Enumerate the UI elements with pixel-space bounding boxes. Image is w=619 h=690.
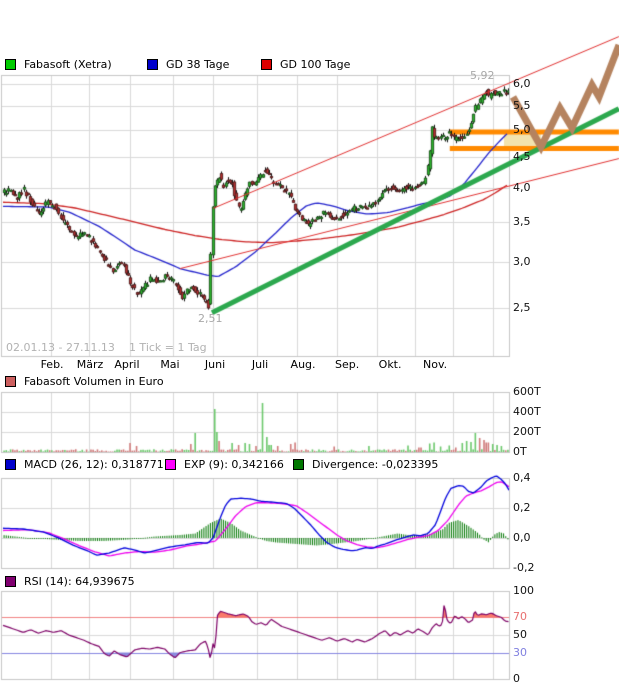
rsi-axis-tick-label: 70: [513, 610, 527, 624]
macd-axis-tick-label: 0,2: [513, 501, 531, 514]
price-axis-tick-label: 2,5: [513, 301, 531, 315]
legend-swatch-icon: [261, 59, 272, 70]
date-range-text: 02.01.13 - 27.11.13: [6, 341, 115, 354]
rsi-legend: RSI (14): 64,939675: [0, 575, 619, 589]
price-high-label: 5,92: [470, 69, 495, 82]
legend-label: GD 100 Tage: [280, 58, 351, 71]
volume-legend: Fabasoft Volumen in Euro: [0, 375, 619, 389]
legend-item: Fabasoft Volumen in Euro: [5, 375, 164, 388]
price-axis-tick-label: 3,5: [513, 215, 531, 229]
legend-swatch-icon: [5, 576, 16, 587]
legend-item: MACD (26, 12): 0,318771: [5, 458, 164, 471]
volume-axis-tick-label: 200T: [513, 425, 541, 438]
price-axis-tick-label: 3,0: [513, 254, 531, 268]
volume-axis-tick-label: 400T: [513, 405, 541, 418]
legend-swatch-icon: [147, 59, 158, 70]
price-low-label: 2,51: [198, 312, 223, 325]
rsi-axis-tick-label: 100: [513, 584, 534, 597]
macd-axis-tick-label: 0,4: [513, 471, 531, 484]
legend-item: EXP (9): 0,342166: [165, 458, 284, 471]
legend-label: EXP (9): 0,342166: [184, 458, 284, 471]
month-label: Feb.: [40, 358, 64, 371]
legend-label: RSI (14): 64,939675: [24, 575, 135, 588]
macd-axis-tick-label: 0,0: [513, 531, 531, 544]
legend-label: Fabasoft Volumen in Euro: [24, 375, 164, 388]
legend-item: GD 100 Tage: [261, 58, 350, 71]
volume-axis-tick-label: 600T: [513, 385, 541, 398]
macd-axis-tick-label: -0,2: [513, 561, 535, 574]
volume-axis-tick-label: 0T: [513, 445, 527, 458]
price-axis-tick-label: 4,5: [513, 150, 531, 164]
legend-swatch-icon: [165, 459, 176, 470]
legend-item: GD 38 Tage: [147, 58, 229, 71]
month-label: Juli: [251, 358, 269, 371]
month-label: Okt.: [378, 358, 402, 371]
legend-item: Fabasoft (Xetra): [5, 58, 112, 71]
date-range-label: 02.01.13 - 27.11.13 1 Tick = 1 Tag: [6, 342, 207, 354]
rsi-axis-tick-label: 50: [513, 628, 527, 641]
rsi-axis-tick-label: 30: [513, 645, 527, 659]
month-label: März: [76, 358, 104, 371]
price-axis-tick-label: 5,5: [513, 98, 531, 112]
macd-legend: MACD (26, 12): 0,318771 EXP (9): 0,342166…: [0, 458, 619, 472]
legend-swatch-icon: [5, 59, 16, 70]
legend-swatch-icon: [5, 459, 16, 470]
price-axis-tick-label: 5,0: [513, 123, 531, 137]
price-axis-tick-label: 6,0: [513, 76, 531, 90]
legend-label: MACD (26, 12): 0,318771: [24, 458, 164, 471]
legend-swatch-icon: [293, 459, 304, 470]
legend-swatch-icon: [5, 376, 16, 387]
month-label: Sep.: [334, 358, 360, 371]
legend-item: RSI (14): 64,939675: [5, 575, 135, 588]
month-label: Aug.: [290, 358, 316, 371]
legend-item: Divergence: -0,023395: [293, 458, 438, 471]
month-label: Juni: [204, 358, 226, 371]
month-label: April: [114, 358, 140, 371]
legend-label: Fabasoft (Xetra): [24, 58, 112, 71]
tick-size-text: 1 Tick = 1 Tag: [128, 341, 207, 354]
price-axis-tick-label: 4,0: [513, 180, 531, 194]
month-label: Mai: [160, 358, 180, 371]
rsi-axis-tick-label: 0: [513, 672, 520, 685]
legend-label: GD 38 Tage: [166, 58, 230, 71]
legend-label: Divergence: -0,023395: [312, 458, 439, 471]
price-legend: Fabasoft (Xetra) GD 38 Tage GD 100 Tage: [0, 58, 619, 72]
month-label: Nov.: [423, 358, 448, 371]
